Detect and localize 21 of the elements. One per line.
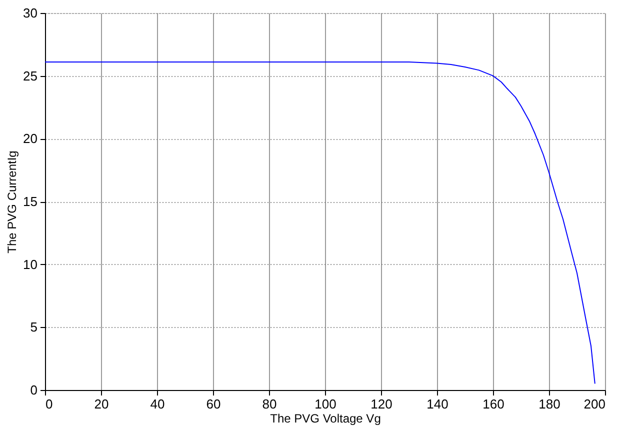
y-tick-label: 15: [23, 194, 38, 209]
x-tick-label: 120: [370, 396, 392, 412]
x-axis-title: The PVG Voltage Vg: [270, 412, 381, 426]
x-tick-label: 140: [426, 396, 448, 412]
x-tick-label: 40: [150, 396, 165, 412]
x-tick-label: 20: [94, 396, 109, 412]
y-tick-label: 5: [30, 320, 38, 335]
x-tick-label: 0: [46, 396, 53, 412]
x-tick-label: 100: [314, 396, 336, 412]
y-axis-title: The PVG CurrentIg: [5, 150, 20, 254]
x-tick-label: 180: [538, 396, 560, 412]
line-series: [44, 62, 596, 384]
y-tick-label: 30: [23, 6, 38, 20]
y-tick-label: 10: [23, 256, 38, 272]
x-tick-label: 200: [584, 396, 606, 412]
x-tick-label: 60: [206, 396, 221, 412]
x-tick-label: 160: [482, 396, 504, 412]
y-tick-label: 0: [30, 382, 38, 398]
x-tick-label: 80: [262, 396, 277, 412]
y-tick-label: 25: [23, 68, 38, 84]
y-tick-label: 20: [23, 131, 38, 146]
